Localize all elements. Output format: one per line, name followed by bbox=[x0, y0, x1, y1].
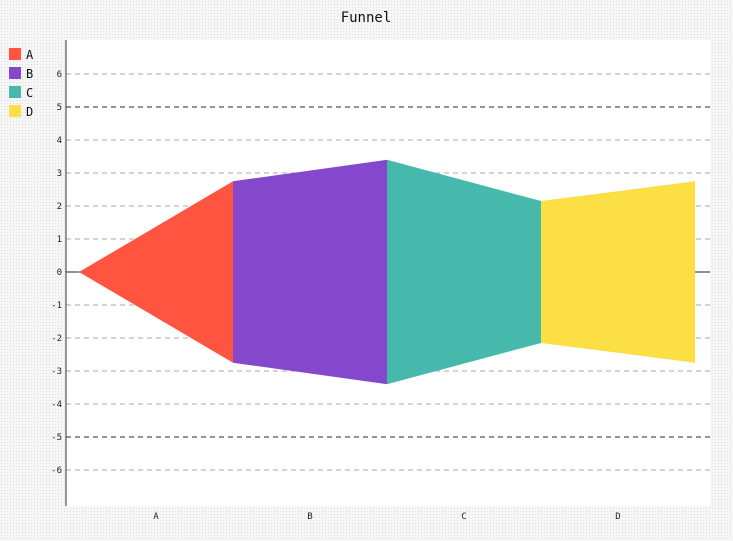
legend-swatch bbox=[9, 105, 21, 117]
y-tick-label: 0 bbox=[57, 268, 62, 278]
legend-label: B bbox=[26, 67, 33, 81]
legend-label: A bbox=[26, 48, 34, 62]
y-tick-label: -3 bbox=[51, 367, 62, 377]
y-tick-label: -1 bbox=[51, 301, 62, 311]
y-tick-label: 5 bbox=[57, 103, 62, 113]
y-tick-label: 6 bbox=[57, 70, 62, 80]
y-tick-label: 3 bbox=[57, 169, 62, 179]
funnel-segment-c bbox=[387, 159, 541, 385]
y-tick-label: -2 bbox=[51, 334, 62, 344]
chart-title: Funnel bbox=[341, 10, 392, 26]
legend-label: D bbox=[26, 105, 33, 119]
x-tick-label: B bbox=[307, 512, 312, 522]
funnel-segment-a bbox=[79, 181, 233, 363]
funnel-segment-d bbox=[541, 181, 695, 363]
x-tick-label: D bbox=[615, 512, 620, 522]
legend-swatch bbox=[9, 48, 21, 60]
legend-label: C bbox=[26, 86, 33, 100]
y-tick-label: 4 bbox=[57, 136, 62, 146]
legend-swatch bbox=[9, 67, 21, 79]
x-tick-label: C bbox=[461, 512, 466, 522]
funnel-segments bbox=[79, 159, 695, 385]
y-tick-label: -6 bbox=[51, 466, 62, 476]
y-tick-label: -5 bbox=[51, 433, 62, 443]
legend-swatch bbox=[9, 86, 21, 98]
y-tick-label: 2 bbox=[57, 202, 62, 212]
y-tick-label: -4 bbox=[51, 400, 62, 410]
funnel-segment-b bbox=[233, 159, 387, 385]
y-tick-labels: -6 -5 -4 -3 -2 -1 0 1 2 3 4 5 6 bbox=[51, 70, 62, 476]
y-tick-label: 1 bbox=[57, 235, 62, 245]
x-tick-labels: A B C D bbox=[153, 512, 620, 522]
x-tick-label: A bbox=[153, 512, 159, 522]
